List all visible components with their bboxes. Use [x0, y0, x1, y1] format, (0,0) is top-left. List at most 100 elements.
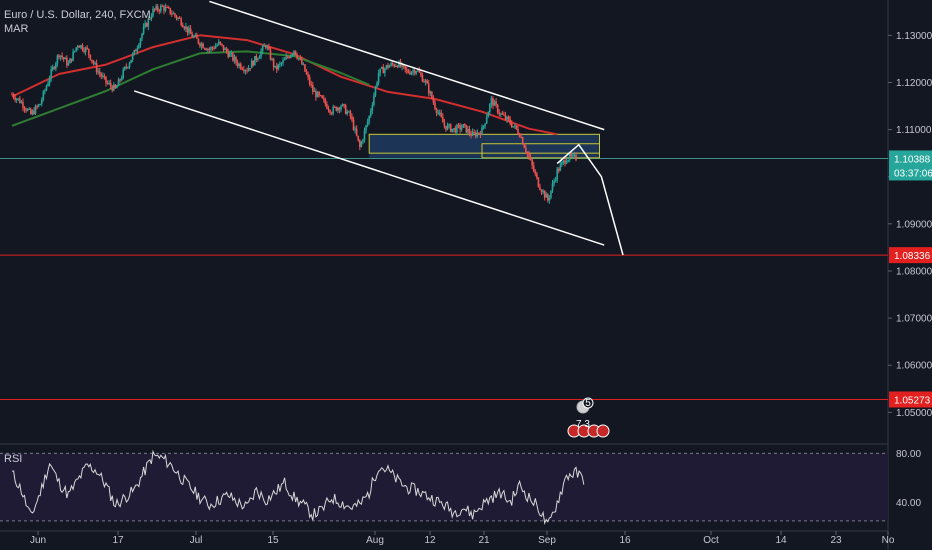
candle-body — [310, 84, 313, 86]
candle-body — [562, 160, 565, 163]
event-count-badge — [582, 397, 594, 409]
candle-body — [178, 17, 181, 19]
candle-body — [67, 63, 70, 66]
candle-body — [333, 106, 336, 108]
candle-body — [22, 101, 24, 108]
candle-body — [156, 6, 159, 11]
candle-body — [420, 72, 422, 75]
candle-body — [437, 112, 439, 114]
zone-outline-right[interactable] — [481, 143, 600, 159]
candle-body — [384, 68, 386, 74]
candle-body — [368, 115, 370, 122]
candle-body — [48, 78, 51, 84]
time-tick-label: Aug — [366, 535, 384, 546]
candle-body — [222, 45, 225, 51]
candle-body — [357, 135, 360, 141]
candle-body — [265, 45, 267, 48]
candle-body — [482, 125, 485, 128]
candle-body — [379, 68, 381, 74]
rsi-label[interactable]: RSI — [4, 453, 23, 465]
candle-body — [391, 63, 394, 65]
candle-body — [160, 5, 162, 12]
candle-body — [316, 92, 319, 98]
candle-body — [181, 24, 184, 28]
channel-upper-line[interactable] — [209, 0, 605, 131]
price-label-box — [889, 247, 932, 264]
candle-body — [406, 69, 408, 71]
candle-body — [280, 63, 283, 65]
time-tick-label: Jun — [30, 535, 46, 546]
candle-body — [271, 58, 273, 60]
candle-body — [119, 79, 121, 81]
candle-body — [371, 104, 374, 111]
candle-body — [517, 129, 519, 134]
candle-body — [413, 70, 416, 74]
candle-body — [205, 48, 208, 51]
candle-body — [285, 56, 287, 60]
price-tick-label: 1.06000 — [896, 361, 932, 372]
candle-body — [525, 147, 527, 153]
candle-body — [108, 82, 110, 84]
candle-body — [446, 125, 449, 130]
price-tick-label: 1.09000 — [896, 219, 932, 230]
demand-zone[interactable] — [369, 134, 600, 158]
candle-body — [37, 104, 40, 107]
candle-body — [111, 86, 114, 91]
candle-body — [453, 128, 455, 130]
candle-body — [214, 46, 217, 49]
candle-body — [100, 73, 103, 77]
current-price-label: 1.10388 — [894, 154, 931, 165]
candle-body — [321, 95, 323, 99]
candle-body — [84, 47, 87, 52]
candle-body — [169, 7, 172, 14]
indicator-label[interactable]: MAR — [4, 23, 29, 35]
candle-body — [208, 49, 211, 51]
candle-body — [39, 104, 41, 106]
candle-body — [459, 125, 461, 130]
candle-body — [561, 162, 563, 165]
candle-body — [98, 71, 101, 74]
candle-body — [308, 76, 311, 85]
event-flag-icon[interactable] — [596, 424, 610, 438]
candle-body — [529, 157, 532, 160]
candle-body — [534, 171, 537, 174]
channel-lower-line[interactable] — [133, 90, 605, 246]
candle-body — [219, 41, 222, 44]
candle-body — [575, 154, 577, 161]
candle-body — [545, 194, 548, 198]
candle-body — [144, 23, 146, 27]
candle-body — [426, 80, 428, 84]
candle-body — [185, 26, 187, 29]
candle-body — [34, 106, 37, 115]
candle-body — [531, 159, 533, 166]
candle-body — [174, 13, 176, 16]
time-tick-label: 16 — [619, 535, 631, 546]
time-tick-label: Sep — [538, 535, 556, 546]
candle-body — [207, 49, 209, 51]
moving-average-line — [11, 50, 370, 127]
time-tick-label: 23 — [830, 535, 842, 546]
symbol-title[interactable]: Euro / U.S. Dollar, 240, FXCM — [4, 9, 151, 21]
candle-body — [131, 54, 134, 60]
candle-body — [493, 101, 496, 106]
candle-body — [142, 26, 145, 34]
candle-body — [120, 78, 123, 81]
candle-body — [210, 47, 212, 50]
candle-body — [177, 17, 179, 19]
candle-body — [175, 15, 178, 19]
event-count-label: 5 — [585, 398, 591, 409]
candle-body — [319, 95, 322, 97]
candle-body — [70, 58, 73, 61]
candle-body — [91, 59, 93, 62]
projection-path[interactable] — [556, 143, 624, 256]
candle-body — [26, 109, 29, 111]
candle-body — [421, 74, 424, 82]
candle-body — [349, 111, 352, 117]
candle-body — [387, 65, 389, 68]
candle-body — [329, 110, 331, 113]
candle-body — [305, 71, 308, 75]
price-tick-label: 1.08000 — [896, 266, 932, 277]
candle-body — [515, 125, 518, 130]
